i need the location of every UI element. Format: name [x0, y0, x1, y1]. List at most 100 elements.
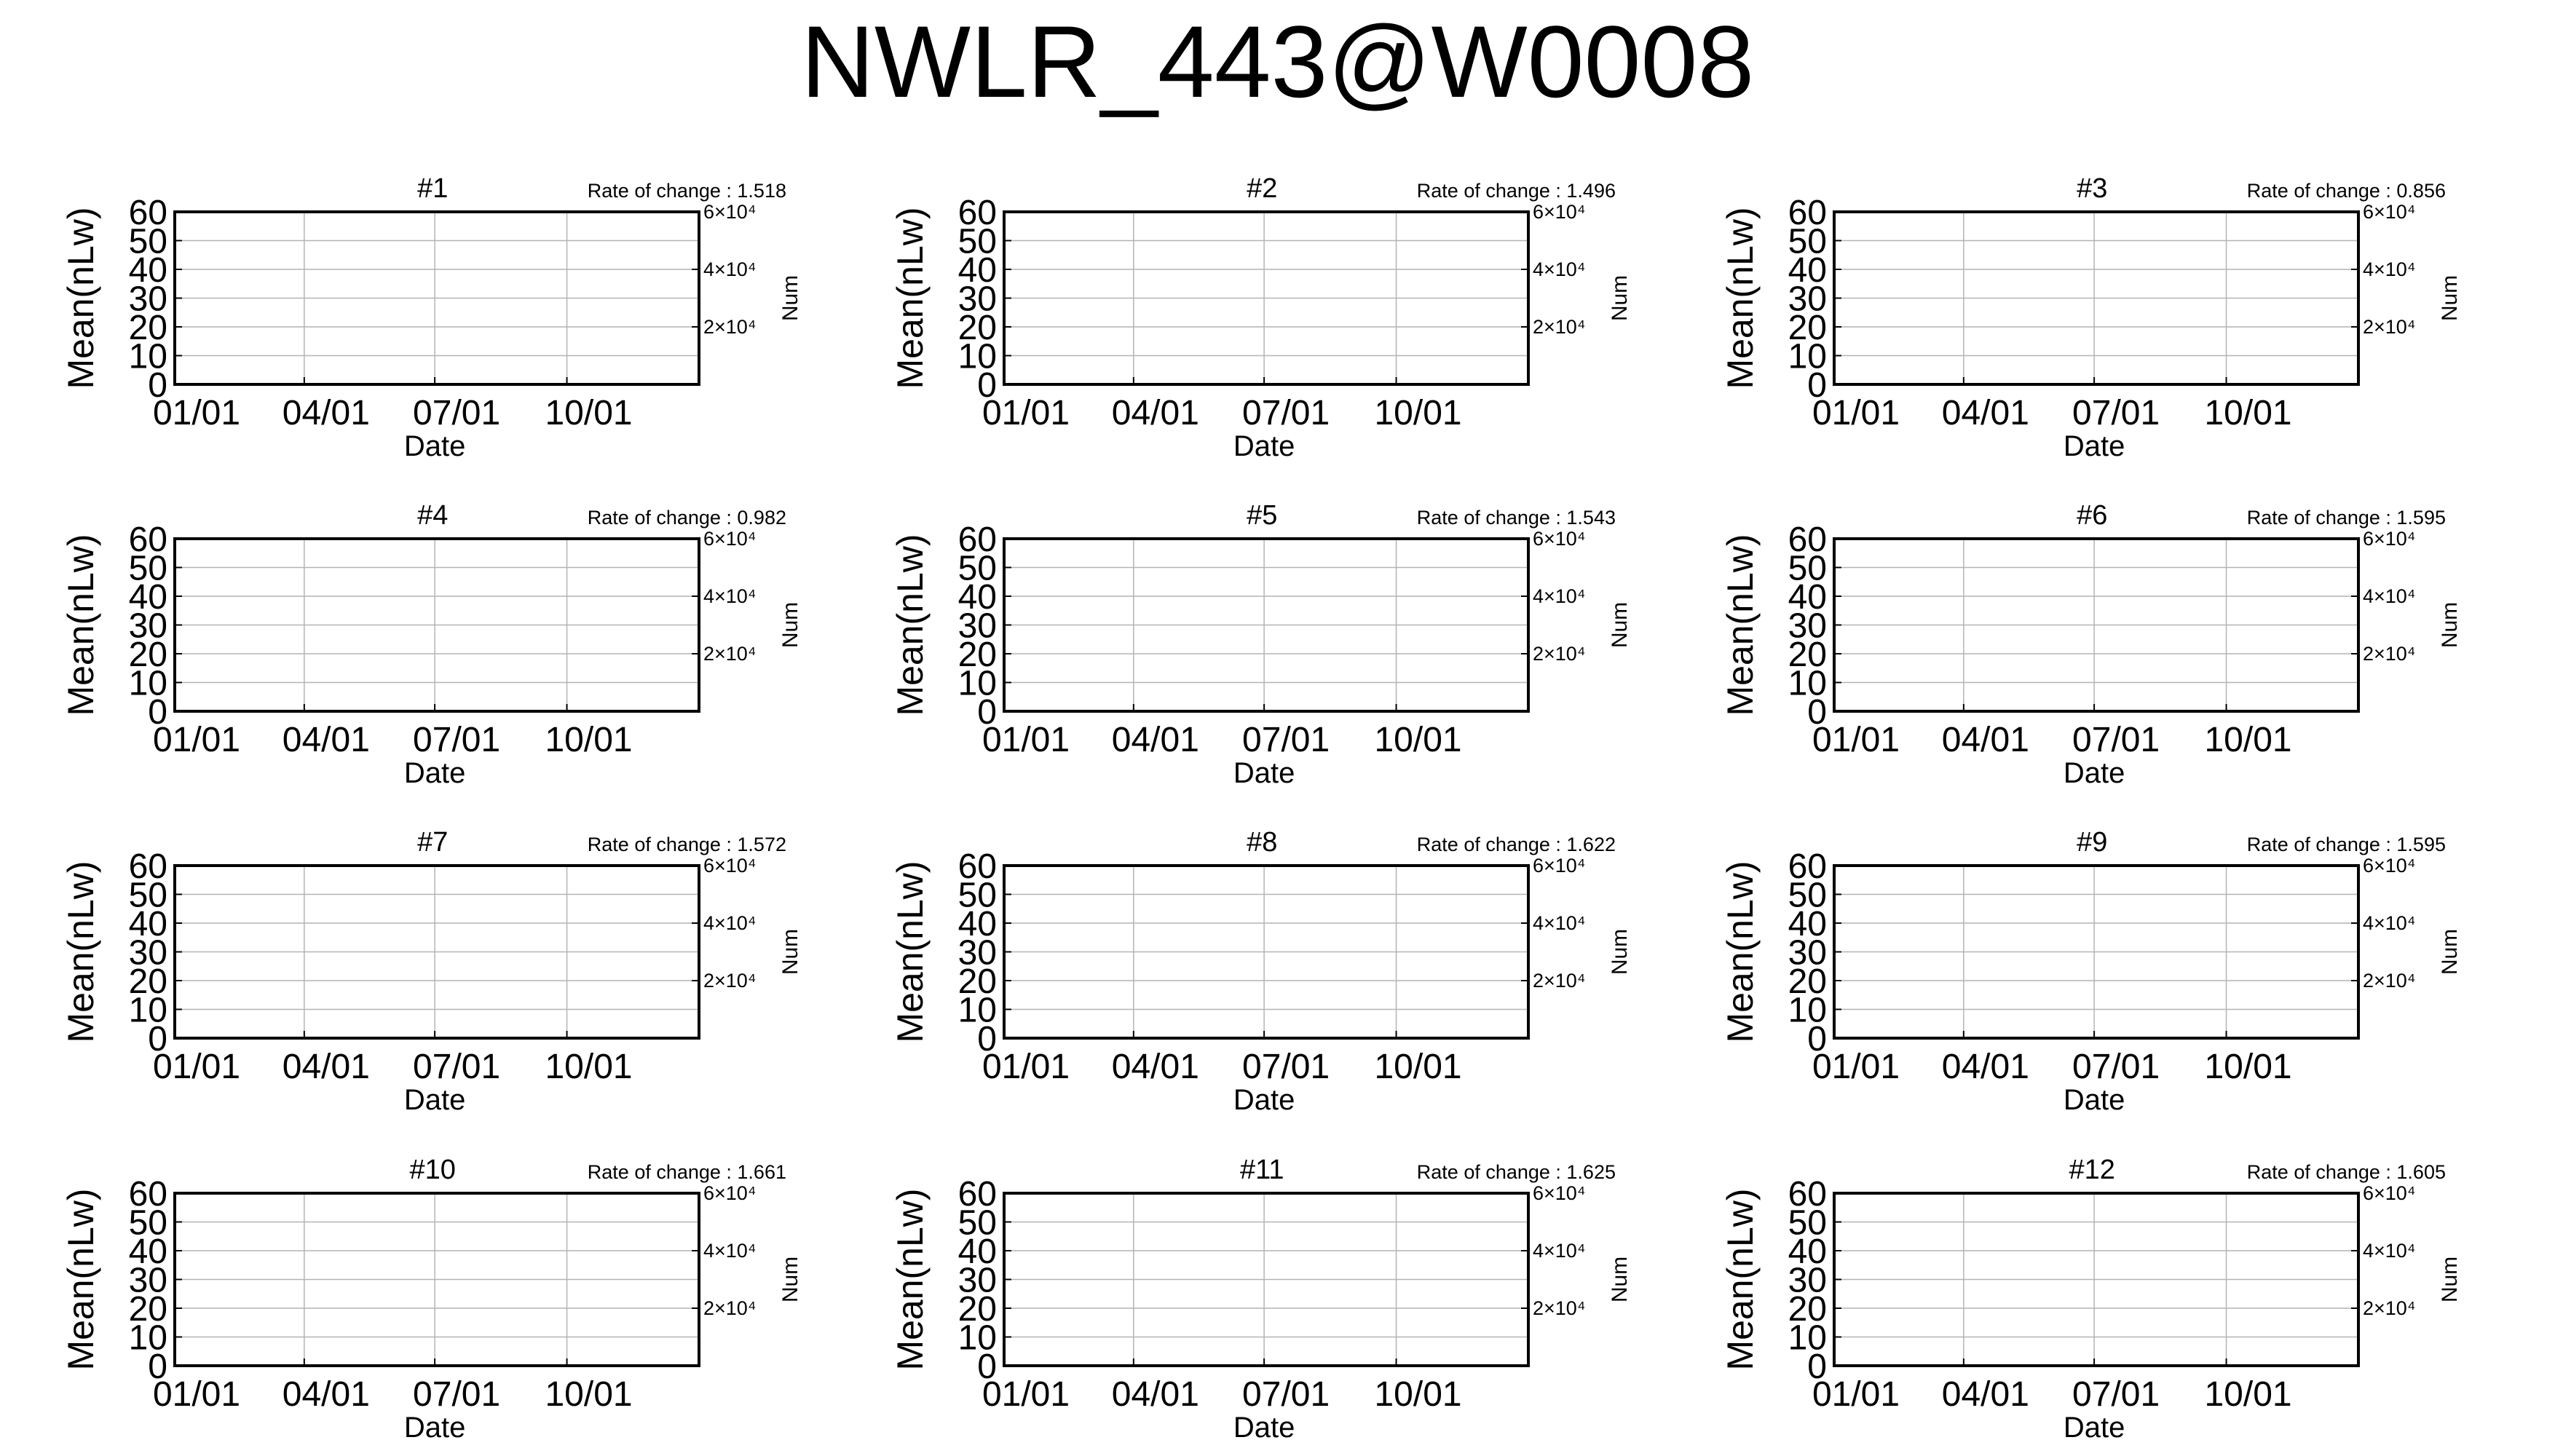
y2-tick-label: 2×10⁴: [703, 970, 756, 992]
x-tick-label: 07/01: [413, 394, 500, 432]
y2-tick-label: 2×10⁴: [703, 316, 756, 338]
y-tick-label: 40: [1788, 578, 1827, 617]
y-tick-label: 60: [1788, 194, 1827, 232]
x-tick-label: 07/01: [1242, 721, 1330, 759]
y2-tick-label: 4×10⁴: [703, 585, 756, 607]
y-tick-label: 50: [958, 1204, 997, 1243]
y-axis-label: Mean(nLw): [1720, 534, 1761, 716]
y-tick-label: 40: [129, 578, 167, 617]
y-tick-label: 0: [148, 1348, 167, 1386]
x-tick-label: 10/01: [545, 1375, 632, 1414]
y-axis-label: Mean(nLw): [60, 534, 101, 716]
x-tick-label: 01/01: [982, 721, 1070, 759]
y-tick-label: 60: [958, 194, 997, 232]
rate-of-change-label: Rate of change : 0.856: [2247, 180, 2446, 202]
y-tick-label: 0: [148, 366, 167, 405]
subplot-title: #5: [1247, 500, 1277, 531]
y-axis-label: Mean(nLw): [60, 1188, 101, 1370]
subplot-title: #9: [2077, 827, 2107, 858]
y-tick-label: 10: [129, 1319, 167, 1358]
y-tick-label: 50: [1788, 877, 1827, 915]
y2-tick-label: 4×10⁴: [703, 912, 756, 934]
subplot-title: #3: [2077, 173, 2107, 204]
y-tick-label: 50: [958, 550, 997, 588]
y-tick-label: 20: [129, 309, 167, 347]
subplot-title: #10: [410, 1155, 456, 1185]
y-tick-label: 50: [129, 1204, 167, 1243]
x-tick-label: 07/01: [2072, 1048, 2160, 1086]
x-tick-label: 04/01: [1112, 394, 1199, 432]
x-axis-label: Date: [404, 1084, 466, 1116]
x-tick-label: 07/01: [413, 1375, 500, 1414]
y2-axis-label: Num: [778, 1257, 802, 1302]
rate-of-change-label: Rate of change : 1.543: [1417, 507, 1616, 529]
y-tick-label: 60: [958, 847, 997, 886]
x-tick-label: 01/01: [982, 1048, 1070, 1086]
x-tick-label: 10/01: [2204, 394, 2291, 432]
x-tick-label: 04/01: [1112, 1375, 1199, 1414]
x-axis-label: Date: [1233, 1412, 1295, 1444]
y-tick-label: 50: [958, 223, 997, 261]
y-tick-label: 20: [1788, 1290, 1827, 1329]
x-tick-label: 04/01: [283, 721, 370, 759]
rate-of-change-label: Rate of change : 1.595: [2247, 507, 2446, 529]
y-tick-label: 50: [1788, 223, 1827, 261]
y2-axis-label: Num: [2438, 1257, 2462, 1302]
y2-tick-label: 4×10⁴: [703, 258, 756, 280]
subplot-title: #6: [2077, 500, 2107, 531]
x-tick-label: 01/01: [153, 1048, 240, 1086]
y-axis-label: Mean(nLw): [1720, 860, 1761, 1042]
x-tick-label: 04/01: [1112, 1048, 1199, 1086]
y-tick-label: 50: [129, 550, 167, 588]
x-tick-label: 04/01: [1112, 721, 1199, 759]
x-tick-label: 10/01: [545, 1048, 632, 1086]
y-tick-label: 10: [1788, 1319, 1827, 1358]
x-tick-label: 07/01: [413, 721, 500, 759]
x-axis-label: Date: [404, 430, 466, 462]
y-tick-label: 30: [1788, 1262, 1827, 1300]
x-tick-label: 07/01: [1242, 394, 1330, 432]
x-tick-label: 01/01: [1812, 394, 1900, 432]
y-tick-label: 50: [129, 877, 167, 915]
y2-tick-label: 6×10⁴: [703, 855, 756, 877]
plot-frame: [173, 864, 700, 1040]
plot-frame: [173, 537, 700, 713]
y2-tick-label: 2×10⁴: [1533, 970, 1585, 992]
y2-tick-label: 4×10⁴: [1533, 585, 1585, 607]
y2-tick-label: 6×10⁴: [2363, 855, 2415, 877]
x-tick-label: 04/01: [283, 1375, 370, 1414]
y-tick-label: 30: [1788, 607, 1827, 646]
y-tick-label: 60: [129, 847, 167, 886]
y-tick-label: 40: [129, 1233, 167, 1271]
x-tick-label: 01/01: [1812, 721, 1900, 759]
y-tick-label: 40: [129, 905, 167, 943]
rate-of-change-label: Rate of change : 1.595: [2247, 834, 2446, 855]
rate-of-change-label: Rate of change : 1.661: [588, 1161, 786, 1183]
plot-frame: [1003, 537, 1530, 713]
y2-tick-label: 2×10⁴: [2363, 316, 2415, 338]
y-tick-label: 30: [958, 934, 997, 973]
y-tick-label: 10: [958, 338, 997, 376]
y-tick-label: 10: [958, 992, 997, 1030]
x-axis-label: Date: [2064, 1412, 2125, 1444]
rate-of-change-label: Rate of change : 1.572: [588, 834, 786, 855]
y-tick-label: 60: [129, 521, 167, 559]
x-axis-label: Date: [2064, 1084, 2125, 1116]
y-tick-label: 20: [1788, 636, 1827, 674]
y2-tick-label: 2×10⁴: [1533, 1297, 1585, 1319]
y-tick-label: 40: [958, 905, 997, 943]
y2-tick-label: 2×10⁴: [1533, 316, 1585, 338]
y2-tick-label: 6×10⁴: [703, 528, 756, 550]
x-axis-label: Date: [1233, 1084, 1295, 1116]
x-axis-label: Date: [404, 757, 466, 789]
y-tick-label: 20: [958, 636, 997, 674]
y-tick-label: 40: [1788, 905, 1827, 943]
